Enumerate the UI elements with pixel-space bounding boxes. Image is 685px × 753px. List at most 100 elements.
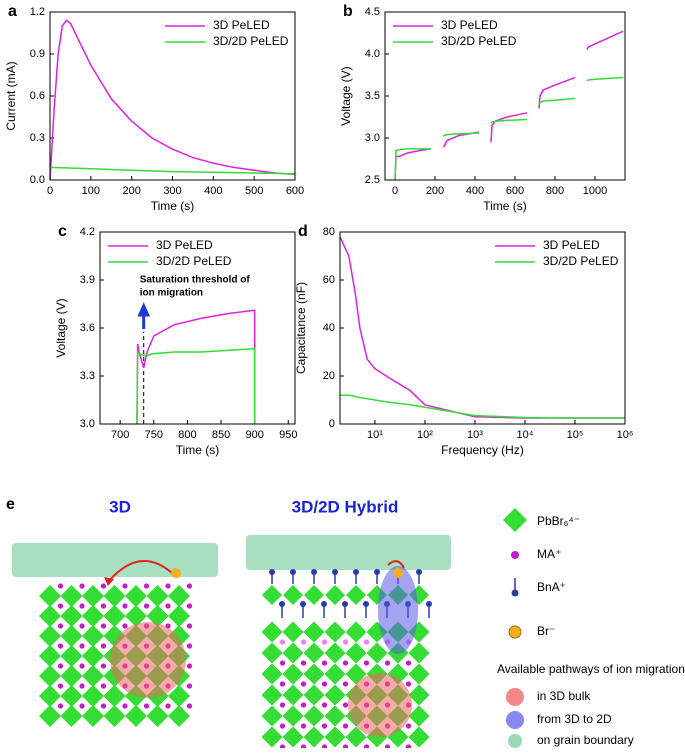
octahedron — [408, 705, 430, 727]
ma-ion — [186, 603, 193, 609]
x-axis-label: Frequency (Hz) — [441, 443, 524, 457]
y-tick-label: 80 — [323, 226, 335, 238]
octahedron — [168, 605, 190, 627]
octahedron — [282, 726, 304, 748]
octahedron — [39, 625, 61, 647]
octahedron — [303, 684, 325, 706]
ma-ion — [321, 702, 328, 708]
bna-ion — [353, 569, 359, 575]
octahedron — [39, 685, 61, 707]
series-line — [49, 19, 296, 181]
y-tick-label: 60 — [323, 274, 335, 286]
ma-ion — [300, 723, 307, 729]
ma-ion — [79, 643, 85, 649]
plot-frame — [99, 231, 296, 425]
octahedron — [146, 705, 169, 727]
ma-ion — [186, 643, 193, 649]
diagram-title: 3D — [109, 497, 131, 516]
legend-bna — [511, 589, 519, 597]
y-tick-label: 3.9 — [80, 274, 95, 286]
chart: b 0 200 400 600 800 1000 2.5 3.0 3.5 4.0 4.5 Time (s… — [339, 3, 626, 213]
interface-pathway — [378, 566, 418, 654]
ma-ion — [279, 681, 286, 687]
legend-octahedron — [503, 508, 527, 532]
panel-label: a — [8, 3, 17, 20]
octahedron — [103, 585, 126, 607]
x-tick-label: 800 — [546, 185, 564, 197]
chart: a 0 100 200 300 400 500 600 0.0 0.3 0.6 0.9 1.2 Time … — [4, 3, 304, 213]
x-tick-label: 0 — [47, 185, 53, 197]
octahedron — [324, 705, 346, 727]
br-ion — [393, 568, 403, 578]
octahedron — [103, 705, 126, 727]
octahedron — [82, 685, 104, 707]
y-tick-label: 0.6 — [30, 90, 45, 102]
ma-ion — [57, 663, 64, 669]
y-tick-label: 3.5 — [365, 90, 380, 102]
ma-ion — [279, 702, 286, 708]
ma-ion — [122, 603, 128, 609]
octahedron — [345, 726, 367, 748]
ma-ion — [79, 683, 85, 689]
octahedron — [346, 585, 366, 605]
x-tick-label: 200 — [122, 185, 140, 197]
octahedron — [39, 605, 61, 627]
octahedron — [60, 585, 83, 607]
x-tick-label: 10¹ — [367, 429, 383, 441]
x-axis-label: Time (s) — [176, 443, 220, 457]
plot-frame — [49, 11, 296, 181]
bna-ion — [416, 569, 422, 575]
ma-ion — [79, 583, 85, 589]
legend-label: 3D PeLED — [441, 18, 498, 32]
octahedron — [60, 685, 83, 707]
y-axis-label: Capacitance (nF) — [294, 282, 308, 374]
octahedron — [39, 705, 61, 727]
ma-ion — [57, 703, 64, 709]
ma-ion — [279, 660, 286, 666]
panel-label: b — [343, 3, 353, 20]
y-axis-label: Voltage (V) — [339, 66, 353, 125]
octahedron — [282, 705, 304, 727]
octahedron — [125, 605, 147, 627]
ma-ion — [300, 639, 307, 645]
octahedron — [60, 705, 83, 727]
y-tick-label: 1.2 — [30, 6, 45, 18]
octahedron — [345, 621, 367, 643]
y-tick-label: 20 — [323, 370, 335, 382]
ma-ion — [57, 603, 64, 609]
bna-ion — [374, 569, 380, 575]
pathway-text: on grain boundary — [537, 733, 634, 747]
y-tick-label: 2.5 — [365, 174, 380, 186]
octahedron — [282, 621, 304, 643]
legend-label: 3D PeLED — [543, 238, 600, 252]
octahedron — [303, 726, 325, 748]
octahedron — [125, 705, 147, 727]
bna-ion — [279, 601, 285, 607]
y-tick-label: 0.3 — [30, 132, 45, 144]
ma-ion — [186, 623, 193, 629]
octahedron — [324, 663, 346, 685]
octahedron — [408, 684, 430, 706]
ma-ion — [342, 723, 349, 729]
x-tick-label: 400 — [204, 185, 222, 197]
x-axis-label: Time (s) — [483, 199, 527, 213]
octahedron — [39, 645, 61, 667]
octahedron — [304, 585, 324, 605]
ma-ion — [342, 702, 349, 708]
ma-ion — [100, 683, 107, 689]
y-tick-label: 0 — [329, 418, 335, 430]
series-line — [136, 309, 256, 425]
legend-text: BnA⁺ — [537, 580, 566, 594]
annotation: Saturation threshold of — [140, 275, 251, 286]
ma-ion — [384, 744, 391, 750]
ma-ion — [342, 744, 349, 750]
x-tick-label: 400 — [466, 185, 484, 197]
bulk-pathway — [110, 622, 186, 698]
ma-ion — [363, 639, 370, 645]
y-tick-label: 4.5 — [365, 6, 380, 18]
ma-ion — [122, 703, 128, 709]
y-tick-label: 3.0 — [365, 132, 380, 144]
y-axis-label: Current (mA) — [4, 61, 18, 130]
octahedron — [60, 625, 83, 647]
bna-ion — [332, 569, 338, 575]
